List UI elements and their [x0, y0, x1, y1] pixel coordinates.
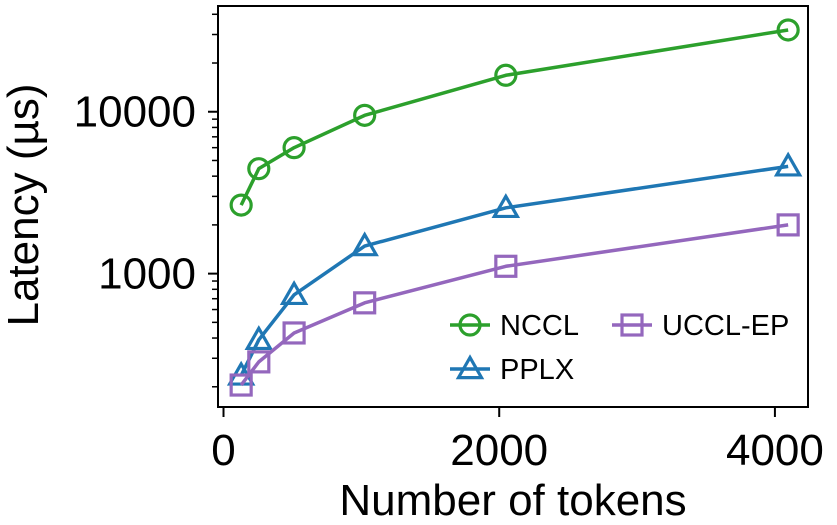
- legend-label: NCCL: [500, 310, 579, 342]
- y-tick-label: 1000: [98, 250, 196, 299]
- series-uccl-ep: [229, 213, 800, 397]
- point-marker: [279, 280, 309, 306]
- point-marker: [353, 103, 377, 127]
- x-tick-label: 0: [211, 426, 235, 475]
- point-marker: [282, 321, 306, 345]
- legend-label: UCCL-EP: [662, 310, 789, 342]
- point-marker: [244, 325, 274, 351]
- legend: NCCL PPLX UCCL-EP: [450, 310, 789, 386]
- y-tick-label: 10000: [74, 88, 196, 137]
- point-marker: [494, 254, 518, 278]
- point-marker: [229, 373, 253, 397]
- series-nccl: [229, 18, 800, 217]
- point-marker: [494, 63, 518, 87]
- point-marker: [247, 350, 271, 374]
- point-marker: [282, 136, 306, 160]
- point-marker: [620, 313, 644, 337]
- legend-item-nccl: NCCL: [450, 310, 579, 342]
- x-axis-label: Number of tokens: [339, 476, 686, 525]
- point-marker: [773, 151, 803, 177]
- plot-area: [226, 18, 803, 397]
- axes-frame: [217, 5, 809, 408]
- point-marker: [247, 157, 271, 181]
- axis-ticks: 0 2000 4000 1000 10000: [74, 13, 824, 475]
- point-marker: [455, 354, 485, 380]
- legend-item-pplx: PPLX: [450, 354, 574, 386]
- point-marker: [350, 231, 379, 257]
- x-tick-label: 2000: [450, 426, 548, 475]
- point-marker: [776, 213, 800, 237]
- point-marker: [353, 291, 377, 315]
- y-axis-label: Latency (µs): [0, 84, 48, 327]
- series-line: [239, 28, 789, 206]
- point-marker: [491, 193, 521, 219]
- point-marker: [229, 193, 253, 217]
- series-line: [239, 164, 789, 377]
- point-marker: [458, 313, 482, 337]
- point-marker: [776, 18, 800, 42]
- legend-label: PPLX: [500, 354, 574, 386]
- x-tick-label: 4000: [726, 426, 824, 475]
- legend-item-uccl-ep: UCCL-EP: [612, 310, 789, 342]
- series-line: [239, 223, 789, 387]
